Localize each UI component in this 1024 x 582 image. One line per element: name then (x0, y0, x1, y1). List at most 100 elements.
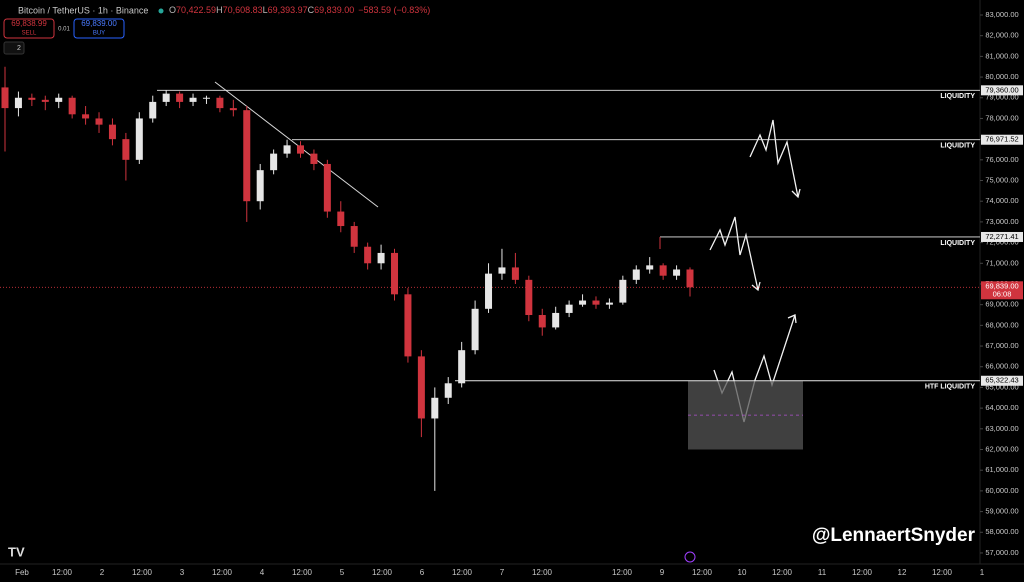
candle-body (283, 145, 291, 154)
ohlc-part: H (216, 5, 223, 15)
ohlc-part: C (308, 5, 315, 15)
liquidity-label: LIQUIDITY (940, 93, 975, 100)
x-tick-label: 12:00 (612, 568, 633, 577)
ohlc-part: −583.59 (−0.83%) (358, 5, 430, 15)
liquidity-label: HTF LIQUIDITY (925, 384, 975, 391)
y-tick-label: 78,000.00 (985, 113, 1018, 122)
candle-body (431, 397, 439, 419)
y-tick-label: 73,000.00 (985, 217, 1018, 226)
candle-body (41, 99, 49, 102)
x-tick-label: 12:00 (692, 568, 713, 577)
x-tick-label: 10 (738, 568, 747, 577)
buy-label: BUY (93, 31, 105, 37)
y-tick-label: 63,000.00 (985, 424, 1018, 433)
spread: 0.01 (58, 27, 70, 33)
x-tick-label: 7 (500, 568, 505, 577)
y-tick-label: 66,000.00 (985, 362, 1018, 371)
x-tick-label: 5 (340, 568, 345, 577)
candle-body (565, 304, 573, 313)
candle-body (511, 267, 519, 280)
price-tag-label: 76,971.52 (985, 135, 1018, 144)
y-tick-label: 62,000.00 (985, 444, 1018, 453)
x-tick-label: 12:00 (932, 568, 953, 577)
candle-body (243, 110, 251, 202)
trend-line (214, 81, 379, 208)
status-dot (158, 8, 164, 14)
y-tick-label: 60,000.00 (985, 486, 1018, 495)
arrow-path (709, 216, 759, 291)
candle-body (337, 211, 345, 227)
sell-button[interactable] (3, 18, 55, 39)
y-tick-label: 80,000.00 (985, 72, 1018, 81)
x-tick-label: 6 (420, 568, 425, 577)
candle-body (417, 356, 425, 419)
candle-body (176, 93, 184, 102)
ohlc-part: 69,393.97 (268, 5, 308, 15)
y-tick-label: 71,000.00 (985, 258, 1018, 267)
candle-body (458, 350, 466, 384)
liquidity-label: LIQUIDITY (940, 240, 975, 247)
candle-body (55, 97, 63, 102)
candle-body (216, 97, 224, 109)
y-tick-label: 75,000.00 (985, 176, 1018, 185)
candle-body (350, 226, 358, 247)
countdown: 06:08 (993, 289, 1012, 298)
x-tick-label: 4 (260, 568, 265, 577)
liquidity-label: LIQUIDITY (940, 143, 975, 150)
candle-body (149, 101, 157, 119)
candle-body (323, 163, 331, 212)
last-price-label: 69,839.00 (985, 281, 1018, 290)
y-tick-label: 83,000.00 (985, 10, 1018, 19)
price-tag (981, 134, 1023, 145)
candle-body (189, 97, 197, 102)
candle-body (525, 279, 533, 316)
candle-body (14, 97, 22, 109)
buy-button[interactable] (73, 18, 125, 39)
x-tick-label: 12:00 (772, 568, 793, 577)
ohlc-part: 70,422.59 (176, 5, 216, 15)
x-tick-label: 3 (180, 568, 185, 577)
tv-logo: TV (8, 544, 25, 559)
y-tick-label: 65,000.00 (985, 382, 1018, 391)
y-tick-label: 82,000.00 (985, 31, 1018, 40)
x-tick-label: 1 (980, 568, 985, 577)
arrow-head (791, 188, 801, 199)
candle-body (619, 279, 627, 303)
candle-body (270, 153, 278, 171)
candle-body (95, 118, 103, 125)
candle-body (498, 267, 506, 274)
last-price-tag (981, 281, 1023, 300)
candle-body (364, 246, 372, 264)
candle-body (28, 97, 36, 100)
candle-body (538, 315, 546, 328)
ohlc-legend: O70,422.59H70,608.83L69,393.97C69,839.00… (169, 5, 430, 15)
candle-body (391, 252, 399, 295)
candle-body (485, 273, 493, 309)
candle-body (605, 302, 613, 305)
y-tick-label: 67,000.00 (985, 341, 1018, 350)
y-tick-label: 58,000.00 (985, 527, 1018, 536)
price-tag (981, 85, 1023, 96)
candle-body (1, 87, 9, 109)
y-tick-label: 69,000.00 (985, 300, 1018, 309)
x-tick-label: 9 (660, 568, 665, 577)
price-tag (981, 375, 1023, 386)
candle-body (686, 269, 694, 288)
candle-body (579, 300, 587, 305)
candle-body (646, 265, 654, 270)
candle-body (310, 153, 318, 164)
y-tick-label: 59,000.00 (985, 507, 1018, 516)
candle-body (552, 312, 560, 328)
indicator-toggle[interactable] (3, 41, 25, 55)
alert-icon[interactable] (684, 551, 696, 563)
x-tick-label: Feb (15, 568, 29, 577)
price-tag-label: 79,360.00 (985, 85, 1018, 94)
candle-body (296, 145, 304, 154)
candle-body (592, 300, 600, 305)
x-tick-label: 12 (898, 568, 907, 577)
ohlc-part: L (263, 5, 268, 15)
candle-body (444, 383, 452, 398)
x-tick-label: 2 (100, 568, 105, 577)
y-tick-label: 81,000.00 (985, 51, 1018, 60)
